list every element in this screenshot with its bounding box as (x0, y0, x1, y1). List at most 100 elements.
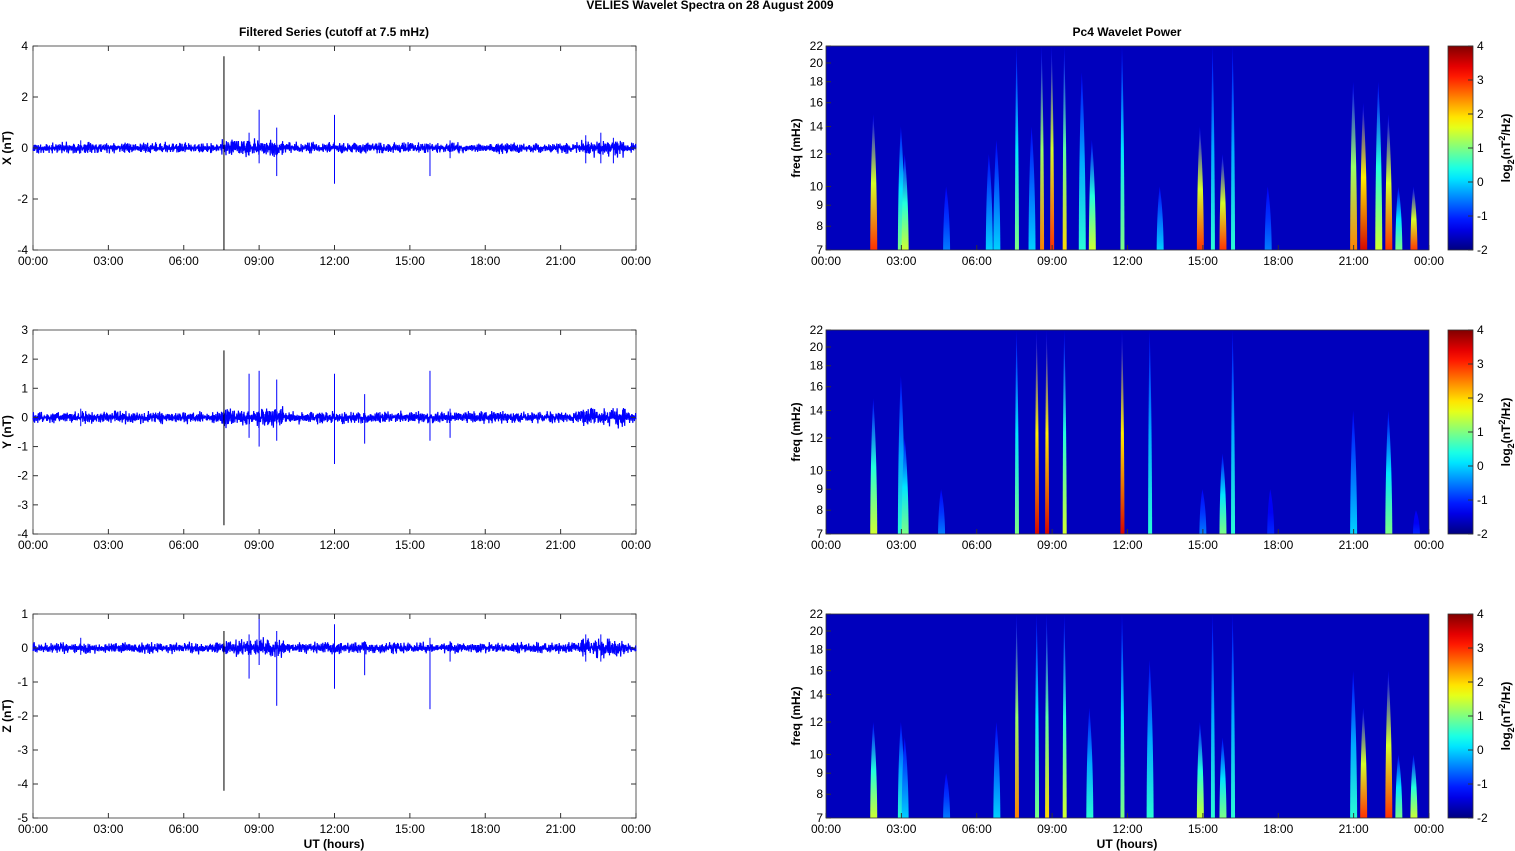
label-part: (nT (1499, 708, 1513, 727)
wavelet-power-event (901, 437, 909, 534)
wavelet-power-event (938, 489, 946, 534)
y-tick-label: 8 (816, 219, 823, 233)
x-tick-label: 09:00 (244, 538, 274, 552)
colorbar-tick-label: 4 (1477, 39, 1484, 53)
y-tick-label: -3 (17, 743, 28, 757)
x-tick-label: 03:00 (886, 254, 916, 268)
x-tick-label: 12:00 (319, 538, 349, 552)
colorbar-tick-label: -2 (1477, 527, 1488, 541)
wavelet-power-event (1385, 114, 1393, 250)
wavelet-power-event (1199, 489, 1207, 534)
wavelet-power-event (1050, 46, 1055, 250)
x-tick-label: 00:00 (811, 822, 841, 836)
wavelet-power-event (1196, 721, 1204, 818)
label-part: /Hz) (1499, 398, 1513, 420)
wavelet-power-event (1350, 670, 1358, 818)
heatmap-background (826, 46, 1429, 250)
y-tick-label: 12 (810, 147, 824, 161)
label-part: (nT (1499, 140, 1513, 159)
x-tick-label: 00:00 (621, 538, 651, 552)
x-tick-label: 18:00 (1263, 254, 1293, 268)
y-tick-label: 16 (810, 96, 824, 110)
y-tick-label: 1 (21, 607, 28, 621)
wavelet-power-event (1267, 489, 1275, 534)
x-tick-label: 15:00 (1188, 822, 1218, 836)
colorbar-tick-label: 0 (1477, 459, 1484, 473)
y-tick-label: 7 (816, 243, 823, 257)
wavelet-power-event (1196, 126, 1204, 250)
label-sub: 2 (1506, 443, 1515, 448)
y-tick-label: 9 (816, 198, 823, 212)
x-tick-label: 15:00 (395, 538, 425, 552)
wavelet-power-event (1045, 330, 1050, 534)
y-axis-label: Y (nT) (0, 415, 14, 449)
heatmap-background (826, 614, 1429, 818)
y-tick-label: 9 (816, 766, 823, 780)
x-tick-label: 03:00 (93, 538, 123, 552)
wavelet-power-event (1395, 754, 1403, 818)
wavelet-power-event (943, 773, 951, 818)
heatmap-events (870, 330, 1420, 534)
right-title: Pc4 Wavelet Power (1073, 25, 1182, 39)
y-tick-label: 2 (21, 90, 28, 104)
wavelet-power-event (1219, 153, 1227, 250)
wavelet-power-event (1146, 659, 1154, 818)
label-part: log (1499, 448, 1513, 466)
y-tick-label: 7 (816, 527, 823, 541)
colorbar-tick-label: 0 (1477, 175, 1484, 189)
x-tick-label: 21:00 (1339, 538, 1369, 552)
x-tick-label: 18:00 (470, 822, 500, 836)
y-axis-label: Z (nT) (0, 699, 14, 732)
colorbar-tick-label: 2 (1477, 107, 1484, 121)
x-tick-label: 18:00 (470, 538, 500, 552)
x-tick-label: 00:00 (18, 538, 48, 552)
x-tick-label: 09:00 (1037, 254, 1067, 268)
heatmap-events (870, 46, 1418, 250)
y-tick-label: -3 (17, 498, 28, 512)
x-tick-label: 18:00 (1263, 538, 1293, 552)
y-tick-label: 22 (810, 607, 824, 621)
x-tick-label: 12:00 (1112, 822, 1142, 836)
left-panel-z: -5 -4 -3 -2 -1 0 1 00:00 03:00 06:00 09:00 12:00 15:… (0, 607, 651, 836)
heatmap-background (826, 330, 1429, 534)
wavelet-power-event (1040, 46, 1045, 250)
x-tick-label: 09:00 (1037, 538, 1067, 552)
wavelet-power-event (1360, 102, 1368, 250)
wavelet-power-event (1120, 614, 1125, 818)
wavelet-power-event (1210, 614, 1215, 818)
x-tick-label: 03:00 (886, 822, 916, 836)
x-tick-label: 21:00 (1339, 254, 1369, 268)
wavelet-power-event (901, 153, 909, 250)
x-tick-label: 12:00 (1112, 538, 1142, 552)
x-tick-label: 18:00 (1263, 822, 1293, 836)
y-tick-label: -2 (17, 709, 28, 723)
x-tick-label: 09:00 (244, 822, 274, 836)
wavelet-power-event (1231, 330, 1236, 534)
label-part: log (1499, 732, 1513, 750)
y-tick-label: 8 (816, 503, 823, 517)
y-tick-label: -5 (17, 811, 28, 825)
wavelet-power-event (1350, 410, 1358, 534)
x-tick-label: 12:00 (319, 254, 349, 268)
y-tick-label: 4 (21, 39, 28, 53)
wavelet-power-event (1088, 139, 1096, 250)
y-tick-label: 14 (810, 688, 824, 702)
label-sub: 2 (1506, 727, 1515, 732)
right-xlabel: UT (hours) (1097, 837, 1158, 851)
y-tick-label: -4 (17, 777, 28, 791)
x-tick-label: 06:00 (962, 254, 992, 268)
wavelet-power-event (1350, 81, 1358, 250)
wavelet-power-event (1385, 410, 1393, 534)
colorbar-tick-label: 3 (1477, 357, 1484, 371)
colorbar-tick-label: -1 (1477, 493, 1488, 507)
colorbar-label: log2(nT2/Hz) (1497, 682, 1515, 751)
x-tick-label: 00:00 (1414, 822, 1444, 836)
right-panel-z: 7 8 9 10 12 14 16 18 20 22 00:00 03:00 06:00 09:00 12:… (789, 607, 1444, 836)
wavelet-power-event (870, 398, 878, 534)
y-tick-label: 1 (21, 381, 28, 395)
wavelet-power-event (943, 186, 951, 250)
y-tick-label: 18 (810, 75, 824, 89)
x-tick-label: 21:00 (546, 822, 576, 836)
label-sup: 2 (1497, 704, 1507, 709)
